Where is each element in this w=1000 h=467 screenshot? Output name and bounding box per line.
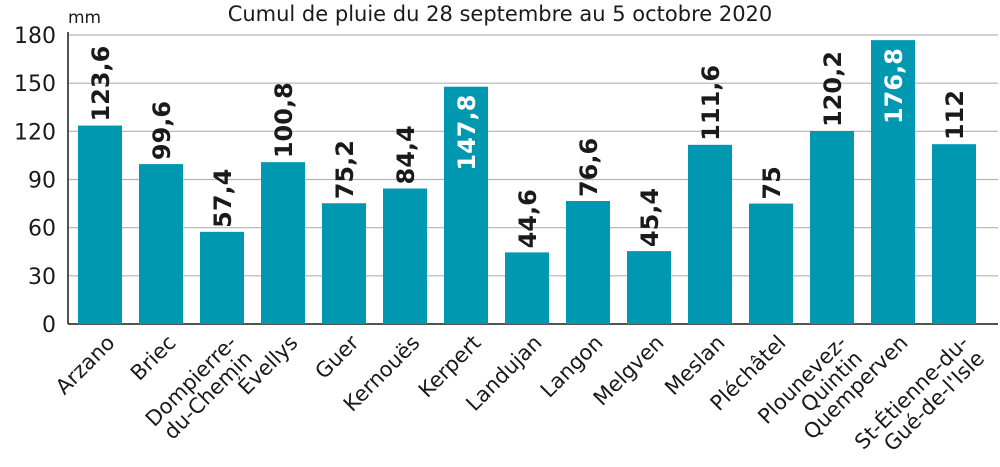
y-tick-label: 30 <box>28 265 56 290</box>
bar <box>200 231 244 324</box>
x-tick-label-line: Briec <box>126 331 181 386</box>
chart-title: Cumul de pluie du 28 septembre au 5 octo… <box>227 2 773 26</box>
bar <box>566 201 610 324</box>
bar <box>810 131 854 324</box>
x-tick-label-line: Arzano <box>51 331 120 400</box>
bar <box>322 203 366 324</box>
bar <box>383 188 427 324</box>
x-tick-label: Arzano <box>51 331 120 400</box>
data-label: 112 <box>941 90 969 140</box>
data-label: 99,6 <box>148 101 176 160</box>
bar <box>505 252 549 324</box>
x-tick-label-line: Guer <box>310 330 363 383</box>
data-label: 45,4 <box>636 188 664 247</box>
x-tick-label: St-Étienne-du-Gué-de-l'Isle <box>849 330 989 467</box>
data-label: 147,8 <box>453 95 481 171</box>
bar <box>688 144 732 324</box>
bar <box>139 164 183 324</box>
bar <box>78 125 122 324</box>
data-label: 44,6 <box>514 189 542 248</box>
data-label: 57,4 <box>209 169 237 228</box>
y-tick-label: 180 <box>14 24 56 49</box>
x-tick-label: Guer <box>310 330 363 383</box>
y-tick-label: 120 <box>14 120 56 145</box>
data-label: 123,6 <box>87 46 115 122</box>
data-label: 176,8 <box>880 48 908 124</box>
data-label: 75 <box>758 166 786 199</box>
y-tick-label: 150 <box>14 72 56 97</box>
bar <box>749 203 793 324</box>
y-tick-label: 90 <box>28 169 56 194</box>
bar <box>627 251 671 324</box>
y-tick-label: 0 <box>42 313 56 338</box>
bar <box>932 144 976 324</box>
bar <box>261 162 305 324</box>
data-label: 111,6 <box>697 65 725 141</box>
data-label: 120,2 <box>819 51 847 127</box>
bar <box>871 40 915 324</box>
y-tick-label: 60 <box>28 217 56 242</box>
data-label: 100,8 <box>270 82 298 158</box>
y-axis-unit-label: mm <box>68 8 102 28</box>
data-label: 75,2 <box>331 140 359 199</box>
data-label: 76,6 <box>575 138 603 197</box>
data-label: 84,4 <box>392 125 420 184</box>
x-tick-label: Briec <box>126 331 181 386</box>
bar <box>444 86 488 325</box>
